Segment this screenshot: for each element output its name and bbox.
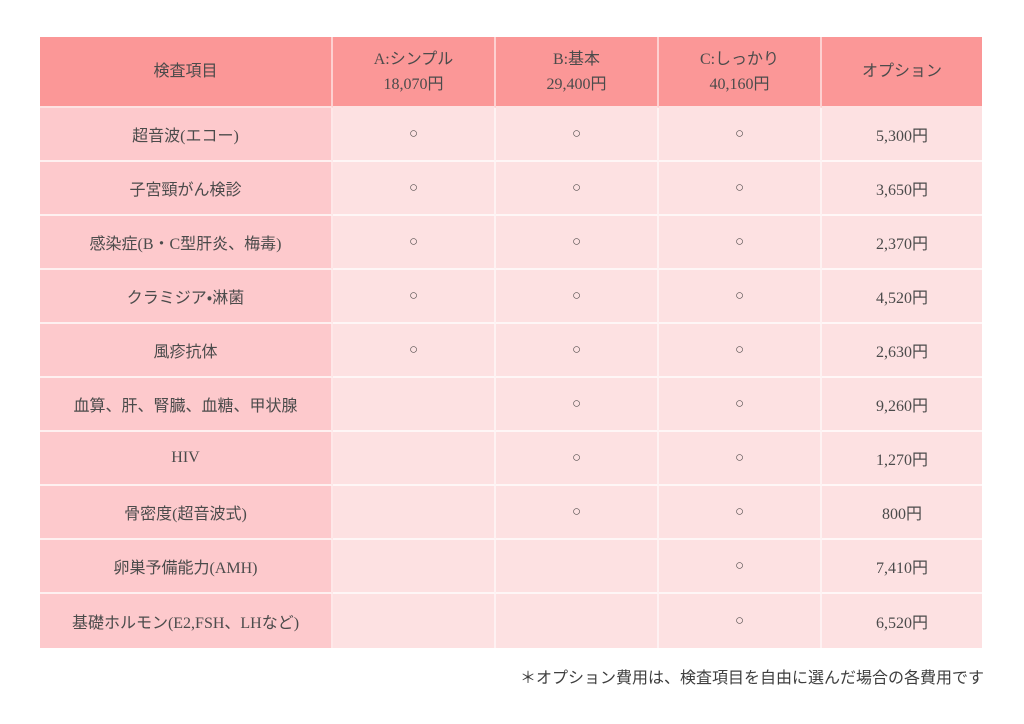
plan-a-mark bbox=[333, 378, 496, 432]
exam-item-label: 感染症(B・C型肝炎、梅毒) bbox=[40, 216, 333, 270]
plan-a-mark bbox=[333, 594, 496, 648]
plan-a-mark: ○ bbox=[333, 216, 496, 270]
plan-a-mark: ○ bbox=[333, 270, 496, 324]
header-row: 検査項目 A:シンプル 18,070円 B:基本 29,400円 C:しっかり … bbox=[40, 37, 982, 108]
exam-item-label: HIV bbox=[40, 432, 333, 486]
plan-a-mark: ○ bbox=[333, 108, 496, 162]
plan-a-mark: ○ bbox=[333, 324, 496, 378]
option-price: 6,520円 bbox=[822, 594, 982, 648]
column-header-plan-c: C:しっかり 40,160円 bbox=[659, 37, 822, 108]
option-price: 4,520円 bbox=[822, 270, 982, 324]
table-row: 感染症(B・C型肝炎、梅毒) ○ ○ ○ 2,370円 bbox=[40, 216, 982, 270]
plan-b-mark: ○ bbox=[496, 378, 659, 432]
plan-a-mark bbox=[333, 540, 496, 594]
column-header-label: 検査項目 bbox=[153, 63, 218, 80]
table-row: HIV ○ ○ 1,270円 bbox=[40, 432, 982, 486]
exam-item-label: 子宮頸がん検診 bbox=[40, 162, 333, 216]
plan-c-mark: ○ bbox=[659, 270, 822, 324]
plan-b-mark: ○ bbox=[496, 486, 659, 540]
exam-item-label: 基礎ホルモン(E2,FSH、LHなど) bbox=[40, 594, 333, 648]
table-row: 基礎ホルモン(E2,FSH、LHなど) ○ 6,520円 bbox=[40, 594, 982, 648]
plan-b-mark: ○ bbox=[496, 324, 659, 378]
exam-item-label: 血算、肝、腎臓、血糖、甲状腺 bbox=[40, 378, 333, 432]
plan-c-mark: ○ bbox=[659, 108, 822, 162]
table-row: 風疹抗体 ○ ○ ○ 2,630円 bbox=[40, 324, 982, 378]
plan-c-mark: ○ bbox=[659, 216, 822, 270]
exam-item-label: 骨密度(超音波式) bbox=[40, 486, 333, 540]
plan-a-mark bbox=[333, 432, 496, 486]
plan-b-mark: ○ bbox=[496, 270, 659, 324]
plan-c-mark: ○ bbox=[659, 540, 822, 594]
exam-item-label: 風疹抗体 bbox=[40, 324, 333, 378]
plan-c-mark: ○ bbox=[659, 594, 822, 648]
column-header-plan-a: A:シンプル 18,070円 bbox=[333, 37, 496, 108]
pricing-table-wrapper: 検査項目 A:シンプル 18,070円 B:基本 29,400円 C:しっかり … bbox=[40, 37, 982, 648]
option-price: 7,410円 bbox=[822, 540, 982, 594]
table-row: 骨密度(超音波式) ○ ○ 800円 bbox=[40, 486, 982, 540]
column-header-price: 18,070円 bbox=[383, 75, 444, 93]
option-price: 2,630円 bbox=[822, 324, 982, 378]
column-header-label: C:しっかり bbox=[699, 50, 780, 68]
option-price: 3,650円 bbox=[822, 162, 982, 216]
table-row: 超音波(エコー) ○ ○ ○ 5,300円 bbox=[40, 108, 982, 162]
option-price: 2,370円 bbox=[822, 216, 982, 270]
plan-c-mark: ○ bbox=[659, 432, 822, 486]
column-header-option: オプション bbox=[822, 37, 982, 108]
plan-b-mark: ○ bbox=[496, 216, 659, 270]
option-price: 9,260円 bbox=[822, 378, 982, 432]
plan-c-mark: ○ bbox=[659, 162, 822, 216]
table-row: 卵巣予備能力(AMH) ○ 7,410円 bbox=[40, 540, 982, 594]
plan-c-mark: ○ bbox=[659, 378, 822, 432]
exam-item-label: 卵巣予備能力(AMH) bbox=[40, 540, 333, 594]
column-header-exam-item: 検査項目 bbox=[40, 37, 333, 108]
option-price: 5,300円 bbox=[822, 108, 982, 162]
option-footnote: ＊オプション費用は、検査項目を自由に選んだ場合の各費用です bbox=[519, 670, 984, 687]
plan-b-mark: ○ bbox=[496, 432, 659, 486]
column-header-price: 29,400円 bbox=[546, 75, 607, 93]
table-row: 血算、肝、腎臓、血糖、甲状腺 ○ ○ 9,260円 bbox=[40, 378, 982, 432]
column-header-label: B:基本 bbox=[552, 50, 601, 68]
plan-b-mark: ○ bbox=[496, 108, 659, 162]
plan-a-mark: ○ bbox=[333, 162, 496, 216]
option-price: 1,270円 bbox=[822, 432, 982, 486]
table-row: 子宮頸がん検診 ○ ○ ○ 3,650円 bbox=[40, 162, 982, 216]
plan-a-mark bbox=[333, 486, 496, 540]
plan-b-mark: ○ bbox=[496, 162, 659, 216]
plan-b-mark bbox=[496, 594, 659, 648]
plan-b-mark bbox=[496, 540, 659, 594]
plan-c-mark: ○ bbox=[659, 486, 822, 540]
exam-item-label: 超音波(エコー) bbox=[40, 108, 333, 162]
pricing-table: 検査項目 A:シンプル 18,070円 B:基本 29,400円 C:しっかり … bbox=[40, 37, 982, 648]
option-price: 800円 bbox=[822, 486, 982, 540]
column-header-price: 40,160円 bbox=[709, 75, 770, 93]
column-header-label: A:シンプル bbox=[373, 50, 454, 68]
plan-c-mark: ○ bbox=[659, 324, 822, 378]
column-header-label: オプション bbox=[861, 63, 942, 80]
table-row: クラミジア・淋菌 ○ ○ ○ 4,520円 bbox=[40, 270, 982, 324]
exam-item-label: クラミジア・淋菌 bbox=[40, 270, 333, 324]
column-header-plan-b: B:基本 29,400円 bbox=[496, 37, 659, 108]
